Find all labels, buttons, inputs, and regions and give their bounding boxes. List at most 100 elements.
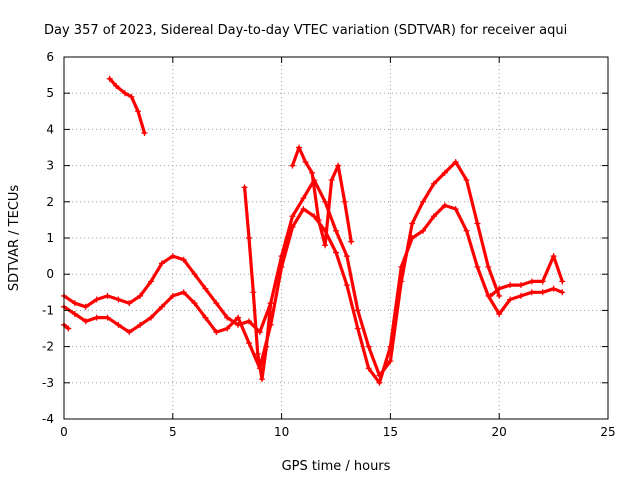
data-point bbox=[441, 169, 448, 176]
data-point bbox=[322, 198, 329, 205]
data-point bbox=[71, 300, 78, 307]
x-tick-label: 10 bbox=[274, 425, 289, 439]
data-point bbox=[180, 256, 187, 263]
x-tick-label: 20 bbox=[492, 425, 507, 439]
series-5 bbox=[487, 253, 566, 299]
x-axis-title: GPS time / hours bbox=[282, 459, 391, 474]
data-point bbox=[365, 365, 372, 372]
data-point bbox=[202, 285, 209, 292]
data-point bbox=[259, 376, 266, 383]
data-point bbox=[235, 314, 242, 321]
data-point bbox=[134, 108, 141, 115]
data-point bbox=[463, 227, 470, 234]
data-point bbox=[141, 130, 148, 137]
data-point bbox=[115, 296, 122, 303]
data-point bbox=[496, 292, 503, 299]
data-point bbox=[254, 350, 261, 357]
data-point bbox=[343, 253, 350, 260]
data-point bbox=[296, 144, 303, 151]
data-point bbox=[387, 343, 394, 350]
data-point bbox=[507, 296, 514, 303]
data-point bbox=[315, 216, 322, 223]
data-point bbox=[322, 242, 329, 249]
data-point bbox=[241, 184, 248, 191]
data-point bbox=[245, 235, 252, 241]
chart-title: Day 357 of 2023, Sidereal Day-to-day VTE… bbox=[44, 23, 567, 38]
y-tick-label: 5 bbox=[46, 86, 54, 100]
x-tick-label: 25 bbox=[600, 425, 615, 439]
y-tick-label: 3 bbox=[46, 159, 54, 173]
data-point bbox=[169, 292, 176, 299]
data-point bbox=[309, 169, 316, 176]
data-point bbox=[93, 296, 100, 303]
data-point bbox=[82, 318, 89, 325]
data-point bbox=[289, 162, 296, 169]
series-1 bbox=[61, 158, 503, 379]
data-point bbox=[71, 311, 78, 318]
axis-ticks: 0 5 10 15 20 25 -4 -3 -2 -1 0 1 2 3 4 5 6 bbox=[42, 50, 616, 439]
data-point bbox=[302, 158, 309, 165]
series-line bbox=[108, 77, 147, 135]
data-point bbox=[224, 325, 231, 332]
data-point bbox=[420, 227, 427, 234]
data-point bbox=[409, 220, 416, 227]
data-point bbox=[341, 198, 348, 205]
data-point bbox=[126, 300, 133, 307]
series-line bbox=[62, 203, 564, 385]
data-point bbox=[128, 93, 135, 100]
data-point bbox=[387, 358, 394, 365]
data-point bbox=[311, 213, 318, 220]
y-axis-title: SDTVAR / TECUs bbox=[7, 185, 22, 292]
data-point bbox=[245, 318, 252, 325]
data-point bbox=[463, 177, 470, 184]
data-point bbox=[158, 303, 165, 310]
data-point bbox=[126, 329, 133, 336]
data-point bbox=[113, 82, 120, 89]
data-point bbox=[441, 202, 448, 209]
data-point bbox=[158, 260, 165, 267]
data-point bbox=[420, 198, 427, 205]
data-point bbox=[354, 307, 361, 314]
data-point bbox=[300, 206, 307, 213]
data-point bbox=[328, 177, 335, 184]
data-point bbox=[496, 285, 503, 292]
data-point bbox=[452, 206, 459, 213]
data-point bbox=[333, 227, 339, 234]
data-point bbox=[289, 224, 296, 231]
data-point bbox=[104, 314, 111, 321]
data-point bbox=[474, 220, 481, 227]
x-tick-label: 15 bbox=[383, 425, 398, 439]
data-point bbox=[245, 339, 252, 346]
data-point bbox=[430, 180, 437, 187]
data-point bbox=[148, 314, 155, 321]
series-4 bbox=[61, 321, 72, 332]
data-point bbox=[430, 213, 437, 220]
data-point bbox=[106, 75, 113, 82]
data-point bbox=[213, 300, 220, 307]
data-point bbox=[348, 238, 355, 245]
data-point bbox=[267, 300, 274, 307]
y-tick-label: 1 bbox=[46, 231, 54, 245]
data-point bbox=[121, 90, 128, 97]
data-point bbox=[365, 343, 372, 350]
data-point bbox=[191, 300, 198, 307]
data-point bbox=[169, 253, 176, 260]
data-point bbox=[539, 278, 546, 285]
data-point bbox=[202, 314, 209, 321]
y-tick-label: -2 bbox=[42, 340, 54, 354]
data-point bbox=[550, 253, 557, 260]
data-point bbox=[333, 249, 339, 256]
y-tick-label: -4 bbox=[42, 412, 54, 426]
data-point bbox=[289, 213, 296, 220]
data-point bbox=[485, 263, 492, 270]
data-point bbox=[343, 282, 350, 289]
y-tick-label: 4 bbox=[46, 122, 54, 136]
series-line bbox=[290, 145, 353, 247]
data-point bbox=[137, 292, 144, 299]
data-point bbox=[474, 263, 481, 270]
data-point bbox=[213, 329, 220, 336]
series-7 bbox=[289, 144, 355, 249]
data-point bbox=[278, 263, 285, 270]
data-point bbox=[487, 292, 494, 299]
series-layer bbox=[61, 75, 566, 386]
